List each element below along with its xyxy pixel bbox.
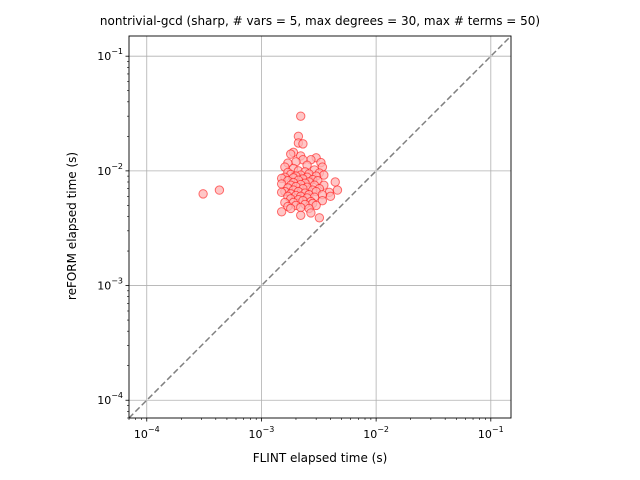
x-axis-label: FLINT elapsed time (s) xyxy=(253,451,388,465)
data-points xyxy=(198,111,343,223)
data-point xyxy=(296,210,306,220)
data-point xyxy=(296,111,306,121)
y-tick-label: 10−2 xyxy=(97,162,123,178)
data-point xyxy=(286,149,296,159)
y-tick-label: 10−3 xyxy=(97,277,123,293)
data-point xyxy=(306,208,316,218)
x-axis-ticks: 10−4 10−3 10−2 10−1 xyxy=(128,418,504,441)
chart-title: nontrivial-gcd (sharp, # vars = 5, max d… xyxy=(100,14,540,28)
x-tick-label: 10−2 xyxy=(363,425,389,441)
data-point xyxy=(214,185,225,195)
plot-area-frame xyxy=(128,35,512,419)
data-point xyxy=(332,185,343,195)
data-point xyxy=(298,139,308,149)
data-point xyxy=(317,195,328,206)
y-tick-label: 10−1 xyxy=(97,47,123,63)
data-point xyxy=(314,213,325,223)
x-tick-label: 10−1 xyxy=(478,425,504,441)
data-point xyxy=(276,207,287,217)
grid xyxy=(129,36,511,418)
y-axis-label: reFORM elapsed time (s) xyxy=(65,152,79,300)
x-tick-label: 10−3 xyxy=(249,425,275,441)
data-point xyxy=(198,189,208,199)
x-tick-label: 10−4 xyxy=(134,425,160,441)
data-point xyxy=(330,177,340,187)
data-point xyxy=(325,191,336,202)
data-point xyxy=(286,203,296,214)
y-axis-ticks: 10−4 10−3 10−2 10−1 xyxy=(97,47,129,419)
data-point xyxy=(296,202,306,213)
y-tick-label: 10−4 xyxy=(97,391,123,407)
reference-diagonal-line xyxy=(128,35,512,419)
